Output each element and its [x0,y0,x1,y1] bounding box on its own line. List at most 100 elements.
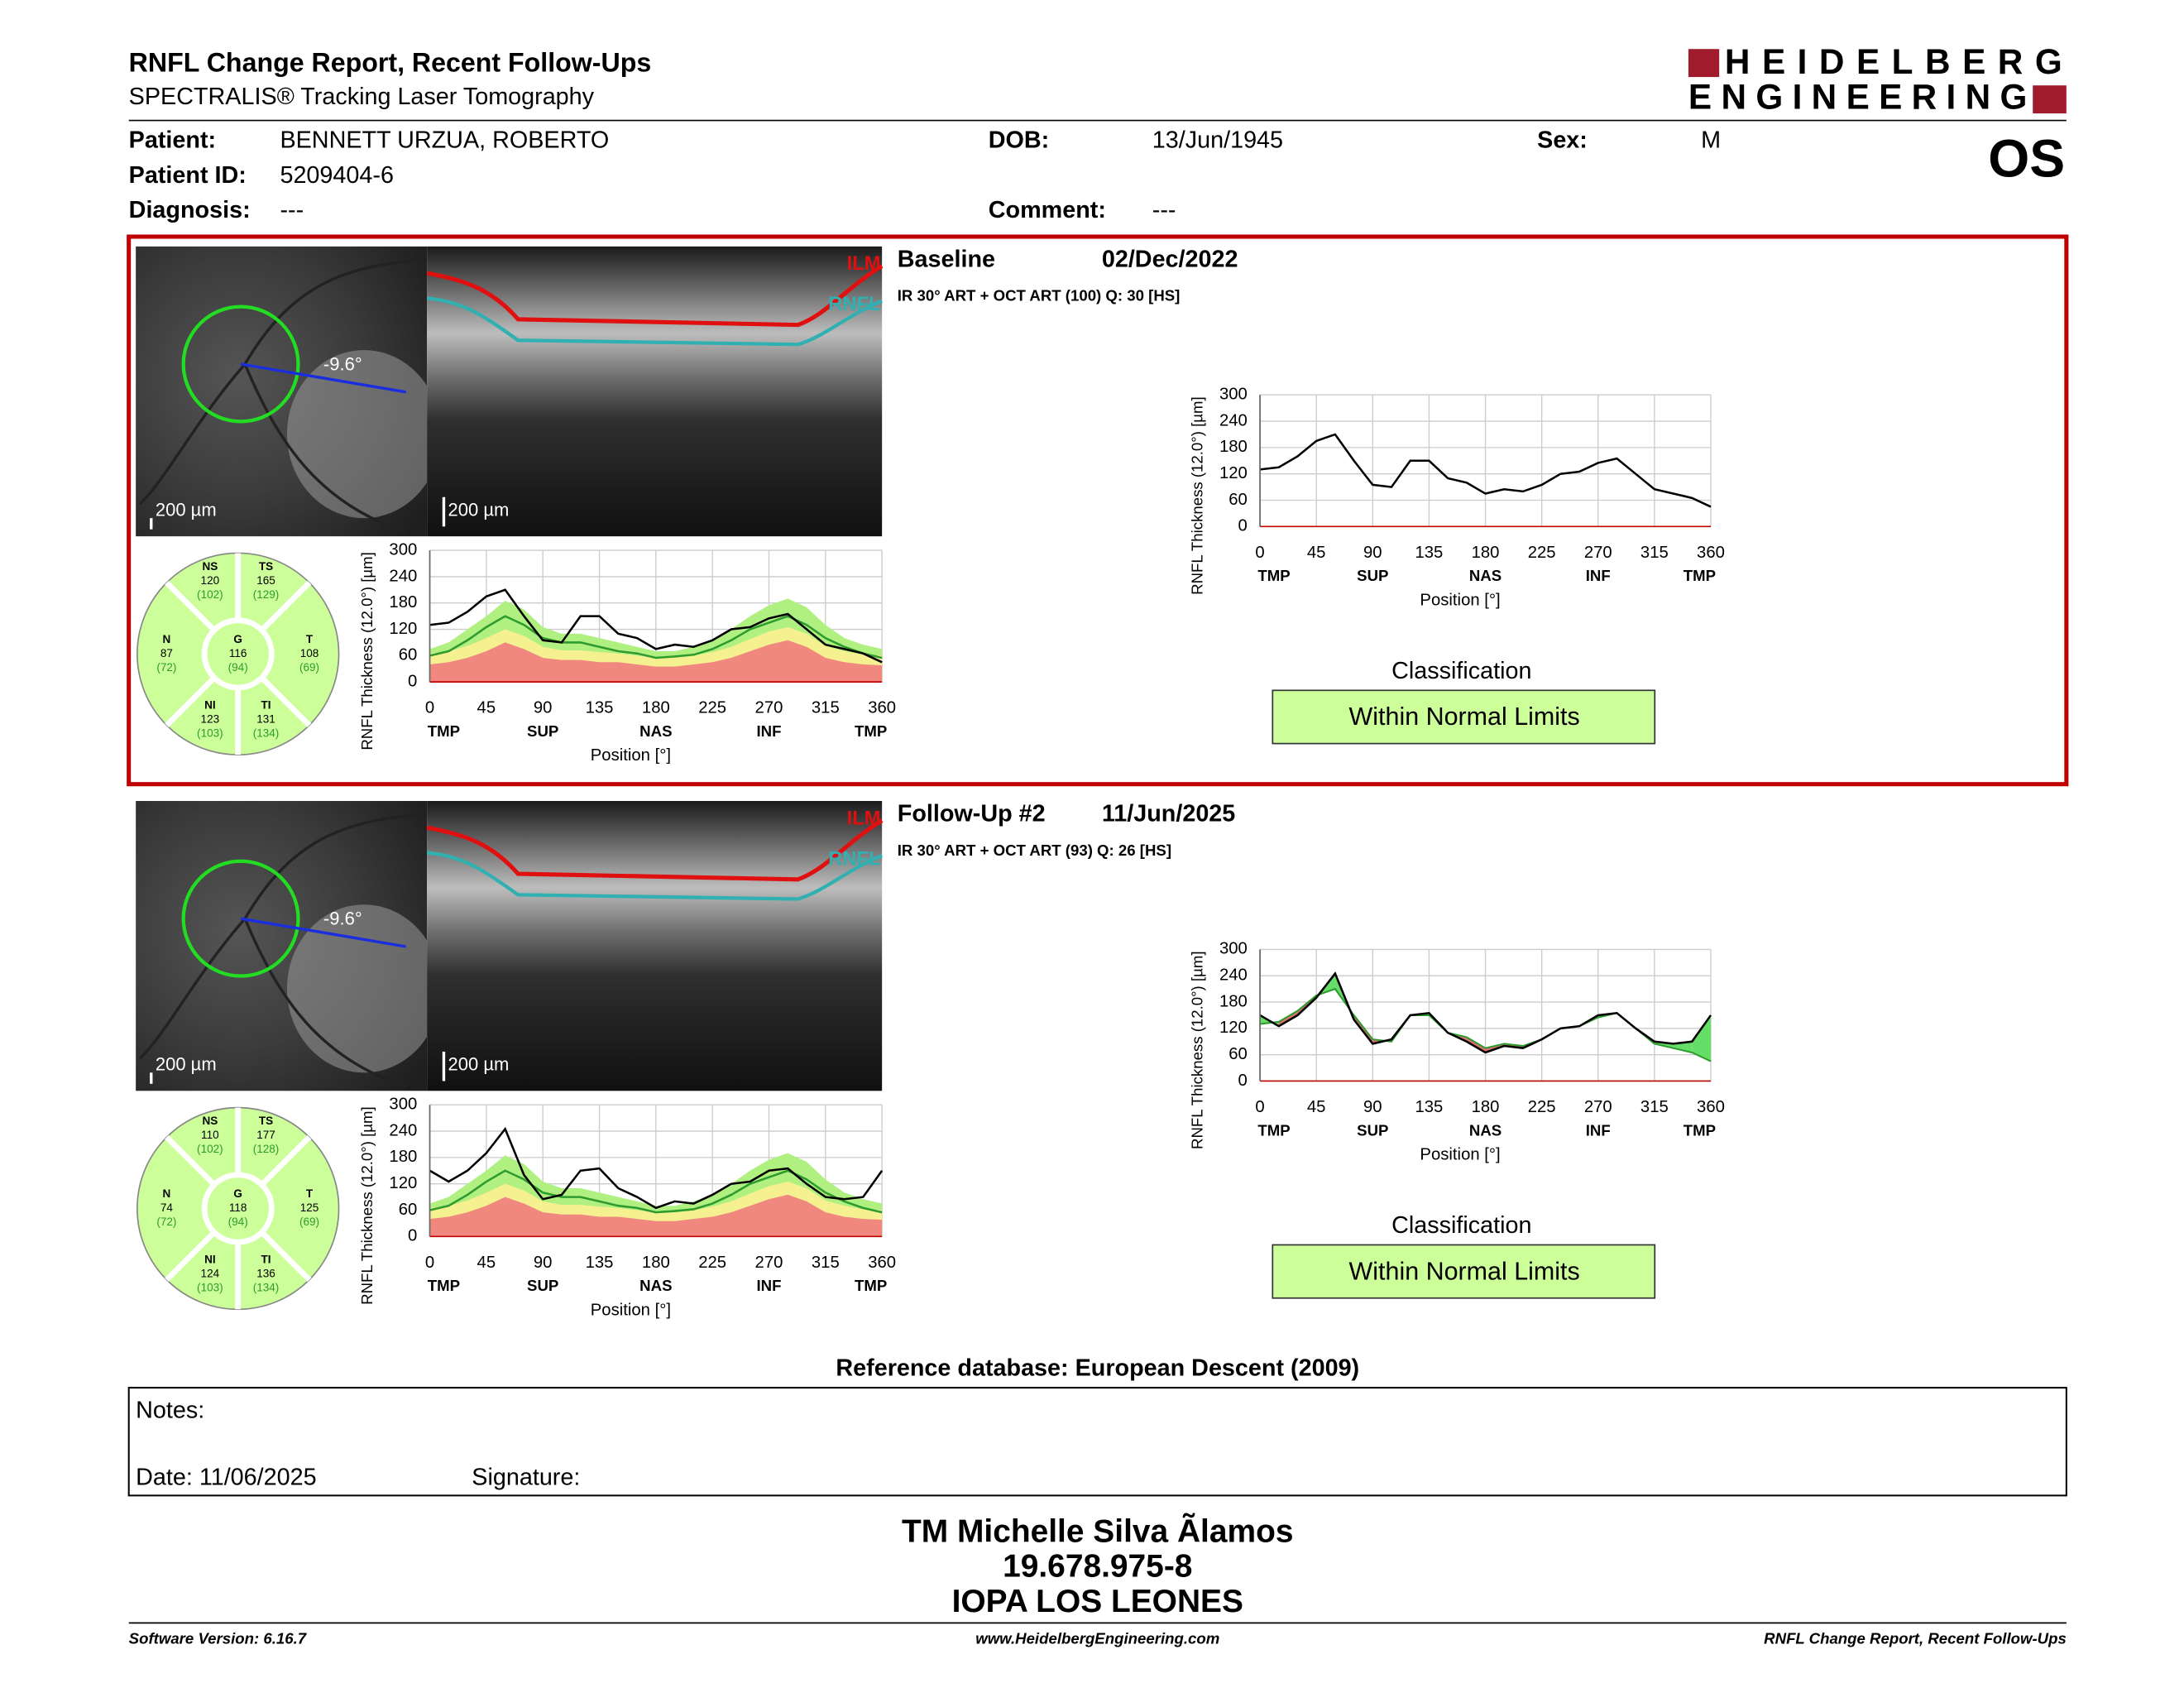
y-tick-label: 180 [1219,992,1248,1010]
y-tick-label: 120 [1219,1019,1248,1037]
sector-value: 108 [300,647,319,659]
sector-name: T [306,633,314,645]
y-axis-label: RNFL Thickness (12.0°) [µm] [1189,396,1206,594]
sector-normal: (94) [228,1216,248,1228]
footer-left: Software Version: 6.16.7 [129,1630,308,1647]
sector-name: NI [204,699,216,712]
operator-line: IOPA LOS LEONES [952,1584,1243,1619]
sector-value: 125 [300,1201,319,1214]
sector-value: 131 [256,712,275,725]
operator-line: 19.678.975-8 [1003,1549,1192,1585]
footer-right: RNFL Change Report, Recent Follow-Ups [1764,1630,2067,1647]
y-axis-label: RNFL Thickness (12.0°) [µm] [358,552,376,750]
normal-band [429,1194,883,1237]
y-tick-label: 240 [389,567,417,585]
x-tick-label: 270 [755,699,783,717]
x-tick-label: 180 [1472,1098,1500,1116]
exam-info: IR 30° ART + OCT ART (100) Q: 30 [HS] [898,287,1181,305]
x-tick-label: 360 [1697,544,1725,562]
x-tick-label: 90 [1363,1098,1382,1116]
x-tick-label: 45 [1307,544,1326,562]
report-title: RNFL Change Report, Recent Follow-Ups [129,47,652,77]
classification-value: Within Normal Limits [1349,703,1580,731]
x-axis-label: Position [°] [1420,591,1500,609]
scale-label: 200 µm [448,1054,510,1075]
field-label: Diagnosis: [129,197,251,223]
x-tick-label: 270 [755,1254,783,1272]
vessel [139,257,428,534]
x-tick-label: 135 [586,699,614,717]
sector-tick-label: NAS [639,1277,672,1294]
angle-label: -9.6° [323,354,362,375]
x-axis-label: Position [°] [591,1301,671,1319]
sector-value: 136 [256,1268,275,1280]
sector-name: TS [259,1115,273,1127]
sector-divider [165,1230,217,1283]
x-tick-label: 360 [868,1254,896,1272]
x-tick-label: 360 [1697,1098,1725,1116]
report-subtitle: SPECTRALIS® Tracking Laser Tomography [129,84,595,110]
sector-name: NS [202,560,218,573]
thickness-line [429,1169,883,1214]
y-tick-label: 300 [1219,386,1248,404]
sector-tick-label: NAS [1469,1121,1502,1139]
sector-center [201,617,275,691]
thickness-line [429,615,883,659]
x-tick-label: 225 [698,699,726,717]
x-tick-label: 180 [1472,544,1500,562]
notes-label: Notes: [136,1397,204,1423]
x-tick-label: 315 [1640,544,1669,562]
signature-label: Signature: [472,1465,580,1491]
x-tick-label: 135 [1415,1098,1443,1116]
field-value: 13/Jun/1945 [1152,127,1283,154]
y-axis-label: RNFL Thickness (12.0°) [µm] [358,1106,376,1304]
sector-name: N [163,1187,171,1200]
x-tick-label: 0 [1255,544,1264,562]
x-tick-label: 0 [425,1254,434,1272]
sector-tick-label: TMP [1684,1121,1716,1139]
date-label: Date: 11/06/2025 [136,1465,316,1491]
footer-center: www.HeidelbergEngineering.com [975,1630,1219,1647]
y-tick-label: 0 [408,673,417,691]
sector-divider [260,1230,312,1283]
ilm-line [426,264,884,328]
layer-label: ILM [847,808,881,829]
classification-box [1272,1244,1656,1299]
y-tick-label: 60 [1228,491,1248,509]
reference-db: Reference database: European Descent (20… [836,1355,1359,1382]
x-tick-label: 225 [1528,544,1556,562]
sector-name: NS [202,1115,218,1127]
x-tick-label: 135 [586,1254,614,1272]
y-tick-label: 120 [389,1174,417,1192]
classification-title: Classification [1391,658,1531,684]
exam-title: Follow-Up #2 [898,801,1046,827]
sector-name: G [233,633,242,645]
sector-divider [260,580,312,632]
y-tick-label: 240 [1219,411,1248,429]
sector-normal: (94) [228,661,248,674]
x-tick-label: 90 [534,1254,553,1272]
field-label: Patient ID: [129,162,247,189]
thickness-line [1259,433,1712,508]
x-tick-label: 135 [1415,544,1443,562]
sector-normal: (72) [156,1216,176,1228]
sector-divider [165,580,217,632]
sector-name: TI [261,1254,271,1266]
y-tick-label: 180 [389,1148,417,1166]
sector-value: 116 [229,647,247,659]
field-value: --- [1152,197,1176,223]
x-tick-label: 315 [812,699,840,717]
y-tick-label: 240 [389,1121,417,1139]
scan-circle [181,859,300,978]
layer-label: RNFL [828,848,880,870]
sector-normal: (134) [253,1282,280,1294]
sector-divider [165,1134,217,1187]
exam-title: Baseline [898,246,995,272]
field-label: Patient: [129,127,216,154]
field-value: BENNETT URZUA, ROBERTO [280,127,609,154]
rnfl-line [426,296,883,347]
notes-box [127,1387,2067,1497]
logo-text: ENGINEERING [1688,77,2030,116]
eye-label: OS [1988,128,2065,188]
sector-normal: (129) [253,588,280,601]
